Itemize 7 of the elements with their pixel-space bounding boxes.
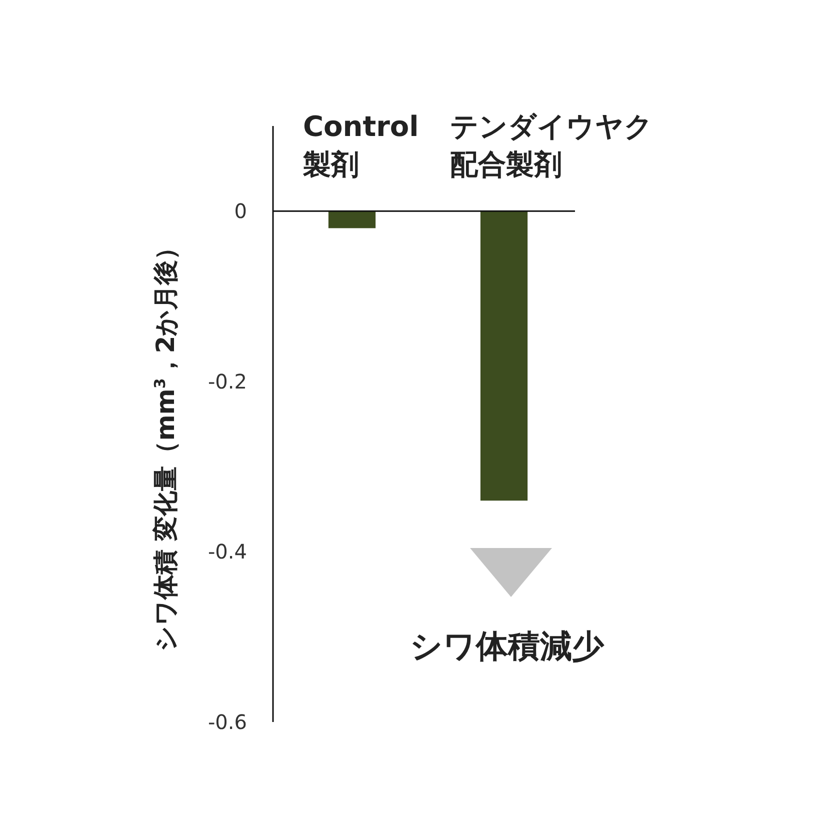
x-tick-label: Control製剤 bbox=[303, 109, 420, 183]
y-tick-label: 0 bbox=[234, 199, 247, 224]
y-tick-label: -0.4 bbox=[208, 540, 247, 564]
annotation: シワ体積減少 bbox=[410, 627, 604, 665]
x-tick-label: テンダイウヤク配合製剤 bbox=[450, 109, 654, 183]
y-tick-label: -0.2 bbox=[208, 369, 247, 394]
y-tick-label: -0.6 bbox=[208, 710, 247, 734]
